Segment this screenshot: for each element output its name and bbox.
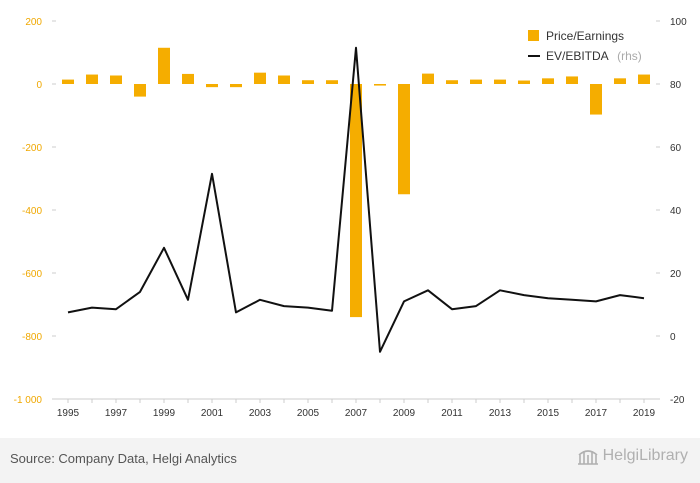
price-earnings-bars (62, 47, 650, 318)
bar-price-earnings (542, 78, 554, 84)
legend-swatch-price-earnings (528, 30, 539, 41)
x-tick-label: 2019 (633, 408, 656, 419)
left-tick-label: -200 (22, 143, 42, 154)
right-tick-label: 60 (670, 143, 682, 154)
bar-price-earnings (590, 84, 602, 115)
bar-price-earnings (158, 47, 170, 84)
x-tick-label: 1995 (57, 408, 80, 419)
left-tick-label: 200 (25, 17, 42, 28)
x-tick-label: 2015 (537, 408, 560, 419)
x-tick-label: 2011 (441, 408, 463, 419)
bar-price-earnings (638, 74, 650, 84)
bar-price-earnings (278, 75, 290, 84)
left-tick-label: 0 (36, 80, 42, 91)
right-tick-label: 40 (670, 206, 682, 217)
legend-ev-ebitda-name: EV/EBITDA (546, 49, 609, 63)
x-tick-label: 2003 (249, 408, 272, 419)
bar-price-earnings (398, 84, 410, 195)
bar-price-earnings (350, 84, 362, 318)
x-tick-label: 1999 (153, 408, 176, 419)
x-tick-label: 2001 (201, 408, 224, 419)
x-tick-label: 2009 (393, 408, 416, 419)
right-tick-label: 80 (670, 80, 682, 91)
x-tick-label: 2007 (345, 408, 368, 419)
left-tick-label: -600 (22, 269, 42, 280)
bar-price-earnings (446, 80, 458, 84)
bar-price-earnings (326, 80, 338, 84)
bar-price-earnings (494, 79, 506, 84)
library-icon (577, 450, 598, 465)
legend: Price/Earnings EV/EBITDA (rhs) (528, 29, 642, 64)
left-axis: 200 0 -200 -400 -600 -800 -1 000 (14, 17, 56, 406)
bar-price-earnings (86, 74, 98, 84)
bar-price-earnings (422, 73, 434, 84)
x-tick-label: 2005 (297, 408, 320, 419)
source-text: Source: Company Data, Helgi Analytics (10, 451, 237, 466)
x-tick-label: 2017 (585, 408, 608, 419)
right-axis: 100 80 60 40 20 0 -20 (656, 17, 687, 406)
bar-price-earnings (62, 79, 74, 84)
bar-price-earnings (206, 84, 218, 88)
legend-label-price-earnings: Price/Earnings (546, 29, 624, 43)
ev-ebitda-line (67, 46, 645, 353)
bar-price-earnings (110, 75, 122, 84)
bar-price-earnings (470, 79, 482, 84)
brand-logo: HelgiLibrary (577, 447, 688, 465)
bar-price-earnings (302, 80, 314, 84)
bar-price-earnings (374, 84, 386, 86)
right-tick-label: 20 (670, 269, 682, 280)
brand-name: HelgiLibrary (602, 447, 688, 464)
left-tick-label: -1 000 (14, 395, 43, 406)
right-tick-label: 100 (670, 17, 687, 28)
left-tick-label: -400 (22, 206, 42, 217)
legend-ev-ebitda-suffix: (rhs) (617, 49, 642, 63)
x-axis: 1995 1997 1999 2001 2003 2005 2007 2009 2011 2013… (57, 399, 656, 419)
bar-price-earnings (230, 84, 242, 88)
x-tick-label: 2013 (489, 408, 512, 419)
bar-price-earnings (566, 76, 578, 84)
right-tick-label: 0 (670, 332, 676, 343)
right-tick-label: -20 (670, 395, 685, 406)
footer: Source: Company Data, Helgi Analytics He… (0, 438, 700, 483)
bar-price-earnings (518, 80, 530, 84)
bar-price-earnings (182, 73, 194, 84)
bar-price-earnings (254, 72, 266, 84)
left-tick-label: -800 (22, 332, 42, 343)
x-tick-label: 1997 (105, 408, 128, 419)
bar-price-earnings (614, 78, 626, 84)
legend-label-ev-ebitda: EV/EBITDA (rhs) (546, 47, 642, 64)
bar-price-earnings (134, 84, 146, 97)
